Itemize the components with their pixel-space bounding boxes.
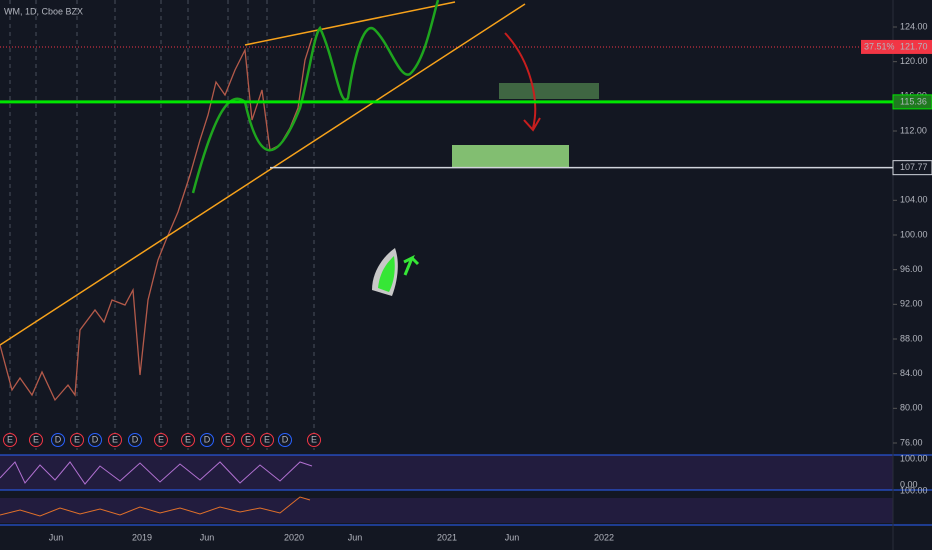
zone-box — [452, 145, 569, 168]
event-marker — [70, 433, 84, 447]
price-tick-label: 88.00 — [900, 333, 923, 343]
time-label: 2019 — [132, 532, 152, 542]
event-marker — [51, 433, 65, 447]
session-lines — [9, 0, 315, 450]
price-tick-label: 112.00 — [900, 125, 927, 135]
event-marker — [241, 433, 255, 447]
time-label: 2022 — [594, 532, 614, 542]
price-tick-label: 100.00 — [900, 229, 928, 239]
price-tick-label: 96.00 — [900, 264, 923, 274]
price-tick-label: 84.00 — [900, 368, 923, 378]
event-marker — [181, 433, 195, 447]
level-label: 115.36 — [900, 96, 927, 106]
time-label: 2020 — [284, 532, 304, 542]
indicator-panel — [0, 498, 893, 523]
symbol-header: WM, 1D, Cboe BZX — [4, 6, 83, 16]
change-tag — [861, 39, 893, 54]
price-tick-label: 104.00 — [900, 195, 928, 205]
price-tick-label: 92.00 — [900, 299, 923, 309]
event-label: E — [245, 434, 251, 444]
event-marker — [307, 433, 321, 447]
trend-line — [244, 1, 456, 46]
price-trace — [0, 37, 313, 402]
event-marker — [221, 433, 235, 447]
event-label: E — [264, 434, 270, 444]
time-label: Jun — [348, 532, 363, 542]
time-label: Jun — [505, 532, 520, 542]
event-label: E — [158, 434, 164, 444]
level-label: 107.77 — [900, 162, 928, 172]
event-label: D — [204, 434, 211, 444]
zone-box — [499, 83, 599, 99]
rocket-icon — [372, 248, 420, 296]
event-marker — [128, 433, 142, 447]
last-price-tag — [893, 39, 932, 54]
change-label: 37.51% — [864, 41, 895, 51]
indicator-tick-label: 100.00 — [900, 485, 928, 495]
last-price-label: 121.70 — [900, 41, 928, 51]
price-tick-label: 80.00 — [900, 403, 923, 413]
time-label: 2021 — [437, 532, 457, 542]
event-marker — [260, 433, 274, 447]
event-marker — [154, 433, 168, 447]
event-label: E — [225, 434, 231, 444]
event-label: D — [132, 434, 139, 444]
price-tick-label: 76.00 — [900, 437, 923, 447]
price-tick-label: 120.00 — [900, 56, 928, 66]
event-marker — [278, 433, 292, 447]
event-label: D — [282, 434, 289, 444]
level-tag — [892, 94, 932, 110]
event-label: D — [55, 434, 62, 444]
event-marker — [88, 433, 102, 447]
event-marker — [108, 433, 122, 447]
event-label: E — [33, 434, 39, 444]
price-tick-label: 124.00 — [900, 21, 928, 31]
event-label: D — [92, 434, 99, 444]
event-marker — [29, 433, 43, 447]
event-label: E — [311, 434, 317, 444]
time-label: Jun — [49, 532, 64, 542]
indicator-tick-label: 100.00 — [900, 453, 928, 463]
event-marker — [3, 433, 17, 447]
event-label: E — [112, 434, 118, 444]
level-tag — [892, 160, 932, 176]
oscillator-trace — [0, 496, 311, 517]
indicator-panel — [0, 455, 893, 490]
time-label: Jun — [200, 532, 215, 542]
arrow — [504, 32, 541, 132]
event-label: E — [7, 434, 13, 444]
trend-line — [0, 3, 526, 346]
oscillator-trace — [0, 461, 313, 485]
event-label: E — [185, 434, 191, 444]
event-label: E — [74, 434, 80, 444]
indicator-tick-label: 0.00 — [900, 479, 918, 489]
event-marker — [200, 433, 214, 447]
